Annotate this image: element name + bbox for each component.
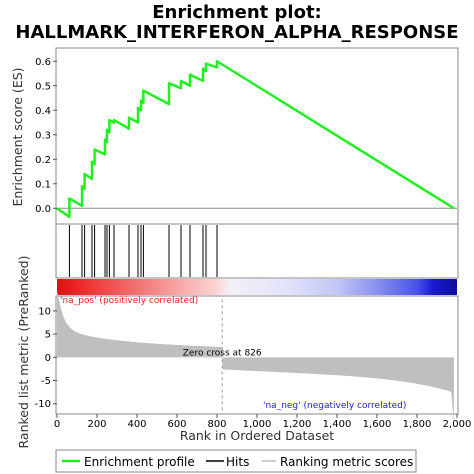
rank-color-bar — [57, 279, 457, 295]
hits-panel-frame — [55, 223, 459, 279]
es-curve-group — [56, 60, 455, 219]
metric-y-ticks: 10 5 0 -5 -10 — [35, 306, 57, 410]
x-tick-label: 1,400 — [323, 419, 352, 430]
es-y-tick-label: 0.4 — [35, 106, 51, 117]
metric-negative-area — [222, 346, 454, 423]
metric-y-tick-label: 0 — [45, 353, 51, 364]
x-tick-label: 2,000 — [443, 419, 472, 430]
es-y-tick-label: 0.2 — [35, 155, 51, 166]
x-axis-ticks: 0 200 400 600 800 1,000 1,200 1,400 1,600 1,800 2,… — [54, 414, 472, 430]
legend-hits-label: Hits — [226, 455, 249, 469]
x-tick-label: 1,800 — [403, 419, 432, 430]
chart-title-line2: HALLMARK_INTERFERON_ALPHA_RESPONSE — [15, 22, 458, 43]
es-y-tick-label: 0.0 — [35, 204, 51, 215]
x-tick-label: 800 — [207, 419, 226, 430]
x-tick-label: 400 — [127, 419, 146, 430]
metric-y-tick-label: -5 — [41, 376, 51, 387]
metric-y-axis-label: Ranked list metric (PreRanked) — [16, 256, 31, 449]
metric-y-tick-label: 10 — [38, 306, 51, 317]
x-tick-label: 1,600 — [363, 419, 392, 430]
pos-correlated-label: 'na_pos' (positively correlated) — [60, 296, 198, 306]
metric-positive-area — [57, 290, 223, 358]
es-y-tick-label: 0.3 — [35, 130, 51, 141]
es-panel-frame — [55, 47, 459, 225]
legend-enrichment-label: Enrichment profile — [84, 455, 195, 469]
metric-area-group — [57, 290, 454, 423]
legend: Enrichment profile Hits Ranking metric s… — [55, 449, 417, 473]
es-y-axis-label: Enrichment score (ES) — [10, 67, 25, 206]
x-tick-label: 600 — [167, 419, 186, 430]
metric-y-tick-label: -10 — [35, 399, 51, 410]
es-curve-line — [56, 60, 455, 219]
x-axis-label: Rank in Ordered Dataset — [180, 428, 334, 443]
x-tick-label: 200 — [87, 419, 106, 430]
x-tick-label: 1,000 — [243, 419, 272, 430]
es-y-ticks: 0.0 0.1 0.2 0.3 0.4 0.5 0.6 — [35, 57, 57, 215]
metric-y-tick-label: 5 — [45, 330, 51, 341]
x-tick-label: 1,200 — [283, 419, 312, 430]
es-y-tick-label: 0.5 — [35, 81, 51, 92]
x-tick-label: 0 — [54, 419, 60, 430]
es-y-tick-label: 0.6 — [35, 57, 51, 68]
chart-title-line1: Enrichment plot: — [152, 2, 322, 23]
zero-cross-label: Zero cross at 826 — [183, 348, 262, 358]
es-y-tick-label: 0.1 — [35, 179, 51, 190]
legend-frame — [55, 449, 417, 473]
legend-metric-label: Ranking metric scores — [280, 455, 413, 469]
hit-lines — [68, 225, 218, 277]
neg-correlated-label: 'na_neg' (negatively correlated) — [263, 401, 406, 411]
